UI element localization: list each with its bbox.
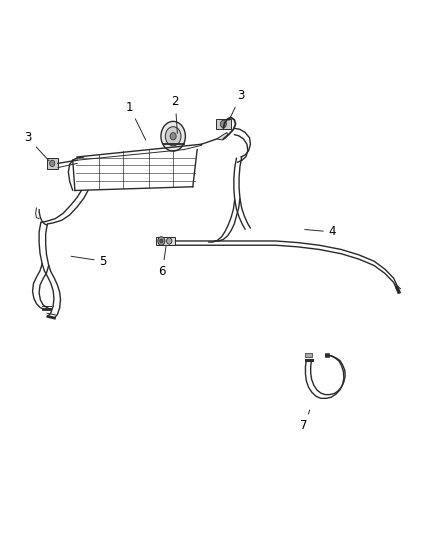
Polygon shape [325,353,329,357]
Polygon shape [46,158,58,168]
Circle shape [159,239,163,243]
Text: 7: 7 [300,410,310,432]
Circle shape [49,160,55,166]
Circle shape [165,127,181,146]
Circle shape [166,238,172,244]
Circle shape [158,237,165,245]
Text: 4: 4 [305,225,336,238]
Polygon shape [156,237,175,245]
Circle shape [161,122,185,151]
Text: 2: 2 [172,95,179,133]
Text: 6: 6 [159,245,166,278]
Circle shape [220,120,226,128]
Polygon shape [215,119,231,130]
Text: 3: 3 [229,89,244,120]
Polygon shape [217,133,228,140]
Polygon shape [305,353,312,357]
Text: 1: 1 [126,101,146,140]
Text: 5: 5 [71,255,107,268]
Text: 3: 3 [24,131,49,161]
Circle shape [170,133,176,140]
